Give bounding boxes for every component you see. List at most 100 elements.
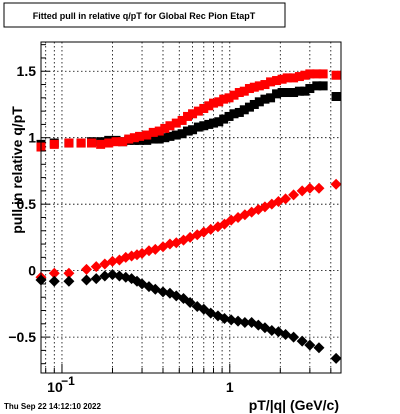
y-tick-label: 0 (28, 263, 36, 279)
data-point-diamond (239, 316, 251, 328)
data-point-square (294, 86, 304, 96)
data-point-diamond (80, 263, 92, 275)
data-point-square (76, 138, 86, 148)
chart-title: Fitted pull in relative q/pT for Global … (33, 11, 256, 21)
data-point-square (177, 115, 187, 125)
data-point-square (142, 135, 152, 145)
data-point-square (183, 126, 193, 136)
data-point-square (193, 106, 203, 116)
data-point-diamond (288, 189, 300, 201)
data-point-square (300, 86, 310, 96)
data-point-diamond (48, 275, 60, 287)
data-point-diamond (330, 178, 342, 190)
data-point-square (49, 139, 59, 149)
data-point-square (318, 69, 328, 79)
data-point-square (165, 131, 175, 141)
data-point-square (249, 99, 259, 109)
data-point-diamond (106, 269, 118, 281)
data-point-diamond (63, 275, 75, 287)
data-point-square (305, 69, 315, 79)
data-point-square (199, 103, 209, 113)
data-point-diamond (313, 342, 325, 354)
timestamp: Thu Sep 22 14:12:10 2022 (4, 402, 101, 411)
data-point-square (183, 111, 193, 121)
data-point-square (282, 73, 292, 83)
data-point-square (160, 123, 170, 133)
data-point-square (272, 89, 282, 99)
data-point-square (224, 111, 234, 121)
data-point-square (96, 139, 106, 149)
y-tick-labels: −0.5 0 0.5 1 1.5 (8, 63, 36, 345)
title-box (3, 2, 286, 28)
plot-frame (40, 41, 342, 374)
data-point-square (277, 88, 287, 98)
data-point-square (204, 101, 214, 111)
data-point-square (204, 119, 214, 129)
data-point-square (87, 138, 97, 148)
data-point-square (312, 69, 322, 79)
data-point-square (154, 134, 164, 144)
data-point-square (272, 76, 282, 86)
data-point-square (160, 133, 170, 143)
grid (41, 42, 341, 373)
data-point-square (148, 134, 158, 144)
data-point-square (193, 122, 203, 132)
data-point-diamond (304, 182, 316, 194)
data-point-square (305, 84, 315, 94)
data-point-square (266, 93, 276, 103)
data-point-diamond (313, 182, 325, 194)
x-tick-labels: 10−1 1 (47, 374, 234, 395)
data-point-square (171, 118, 181, 128)
data-point-square (331, 70, 341, 80)
data-point-square (171, 130, 181, 140)
data-point-square (118, 137, 128, 147)
data-point-diamond (80, 274, 92, 286)
data-point-square (260, 80, 270, 90)
data-point-square (188, 125, 198, 135)
data-point-square (234, 88, 244, 98)
data-point-diamond (106, 255, 118, 267)
data-point-square (244, 102, 254, 112)
data-point-square (219, 114, 229, 124)
data-point-square (104, 138, 114, 148)
data-point-square (277, 74, 287, 84)
data-point-square (214, 117, 224, 127)
data-point-square (148, 127, 158, 137)
x-tick-label: 10 (47, 379, 63, 395)
data-point-square (209, 98, 219, 108)
x-tick-label: 1 (226, 379, 234, 395)
data-point-diamond (90, 273, 102, 285)
y-tick-label: 1.5 (17, 63, 37, 79)
data-point-square (188, 109, 198, 119)
data-point-square (282, 88, 292, 98)
data-point-square (224, 93, 234, 103)
data-point-square (254, 97, 264, 107)
data-point-square (199, 121, 209, 131)
data-points (35, 69, 342, 364)
y-axis-title: pull in relative q/pT (9, 106, 25, 234)
data-point-square (244, 84, 254, 94)
data-point-square (300, 70, 310, 80)
axis-ticks (41, 44, 332, 373)
data-point-square (312, 81, 322, 91)
data-point-square (214, 97, 224, 107)
data-point-square (229, 109, 239, 119)
data-point-square (266, 77, 276, 87)
data-point-square (289, 88, 299, 98)
data-point-square (229, 90, 239, 100)
data-point-square (142, 130, 152, 140)
data-point-diamond (304, 339, 316, 351)
data-point-diamond (296, 335, 308, 347)
data-point-square (154, 126, 164, 136)
data-point-square (239, 86, 249, 96)
data-point-square (209, 118, 219, 128)
data-point-diamond (330, 352, 342, 364)
y-tick-label: 0.5 (17, 196, 37, 212)
data-point-square (254, 81, 264, 91)
data-point-square (318, 81, 328, 91)
x-tick-exponent: −1 (61, 374, 75, 388)
data-point-diamond (99, 270, 111, 282)
y-tick-label: −0.5 (8, 329, 36, 345)
data-point-diamond (157, 286, 169, 298)
